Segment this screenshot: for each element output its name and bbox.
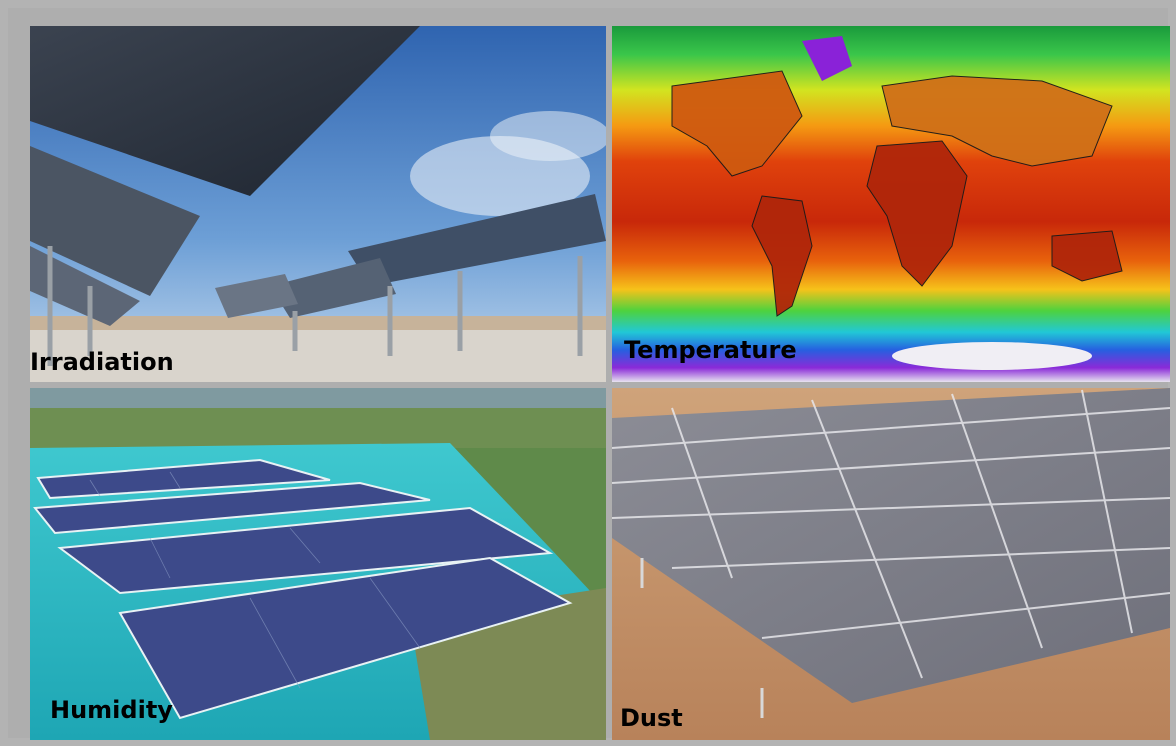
dusty-solar-array-photo — [612, 388, 1170, 740]
irradiation-panel: Irradiation — [30, 26, 606, 382]
temperature-panel: Temperature — [612, 26, 1170, 382]
floating-solar-photo — [30, 388, 606, 740]
solar-tracker-photo — [30, 26, 606, 382]
dust-label: Dust — [620, 704, 683, 732]
world-temperature-map — [612, 26, 1170, 382]
temperature-label: Temperature — [624, 336, 797, 364]
dust-panel: Dust — [612, 388, 1170, 740]
humidity-panel: Humidity — [30, 388, 606, 740]
irradiation-label: Irradiation — [30, 348, 174, 376]
humidity-label: Humidity — [50, 696, 173, 724]
